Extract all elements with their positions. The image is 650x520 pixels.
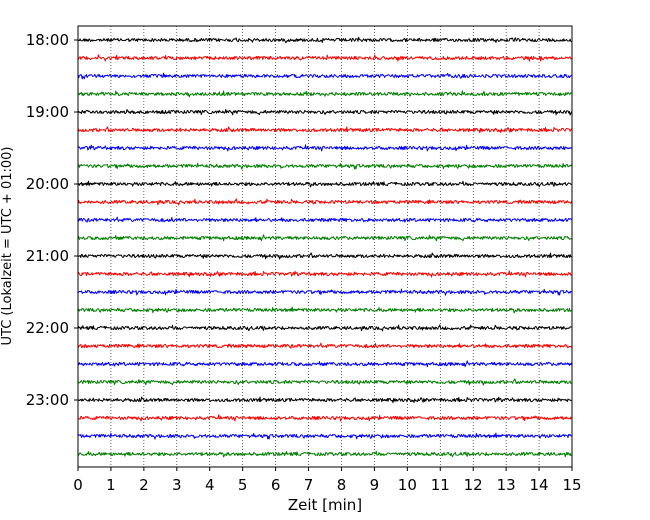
- x-tick-label: 14: [530, 476, 549, 494]
- seismogram-trace: [77, 396, 572, 404]
- x-tick-label: 11: [431, 476, 450, 494]
- seismogram-trace: [77, 432, 572, 440]
- seismogram-trace: [77, 54, 572, 62]
- x-tick-label: 0: [73, 476, 83, 494]
- x-tick-label: 6: [271, 476, 281, 494]
- seismogram-trace: [77, 109, 572, 116]
- traces: [77, 36, 572, 458]
- seismogram-trace: [77, 144, 572, 152]
- seismogram-trace: [77, 288, 572, 296]
- seismogram-trace: [77, 414, 572, 422]
- x-tick-label: 10: [398, 476, 417, 494]
- y-axis-label: UTC (Lokalzeit = UTC + 01:00): [0, 147, 15, 346]
- x-tick-label: 12: [464, 476, 483, 494]
- seismogram-trace: [77, 324, 572, 332]
- x-axis: 0 1 2 3 4 5 6 7 8 9 10 11 12 13 14 15: [73, 467, 582, 494]
- seismogram-trace: [77, 198, 572, 206]
- y-tick-label: 21:00: [26, 247, 69, 265]
- y-axis: 18:00 19:00 20:00 21:00 22:00 23:00: [26, 31, 78, 409]
- x-tick-label: 13: [497, 476, 516, 494]
- seismogram-trace: [77, 234, 572, 242]
- y-tick-label: 20:00: [26, 175, 69, 193]
- seismogram-trace: [77, 72, 572, 80]
- seismogram-trace: [77, 126, 572, 134]
- y-tick-label: 19:00: [26, 103, 69, 121]
- x-axis-label: Zeit [min]: [288, 496, 362, 514]
- x-tick-label: 7: [304, 476, 314, 494]
- seismogram-trace: [77, 90, 572, 98]
- seismogram-trace: [77, 450, 572, 458]
- x-tick-label: 9: [370, 476, 380, 494]
- x-tick-label: 2: [139, 476, 149, 494]
- seismogram-trace: [77, 252, 572, 260]
- seismogram-trace: [77, 342, 572, 349]
- x-tick-label: 1: [106, 476, 116, 494]
- seismogram-trace: [77, 36, 572, 44]
- x-tick-label: 5: [238, 476, 248, 494]
- seismogram-trace: [77, 378, 572, 386]
- y-tick-label: 22:00: [26, 319, 69, 337]
- y-tick-label: 23:00: [26, 391, 69, 409]
- seismogram-trace: [77, 306, 572, 314]
- seismogram-trace: [77, 162, 572, 170]
- x-tick-label: 15: [562, 476, 581, 494]
- x-tick-label: 4: [205, 476, 215, 494]
- seismogram-trace: [77, 216, 572, 223]
- x-tick-label: 8: [337, 476, 347, 494]
- plot-frame: [77, 25, 573, 468]
- seismogram-trace: [77, 360, 572, 368]
- seismogram-trace: [77, 270, 572, 278]
- x-tick-label: 3: [172, 476, 182, 494]
- seismogram-trace: [77, 180, 572, 188]
- y-tick-label: 18:00: [26, 31, 69, 49]
